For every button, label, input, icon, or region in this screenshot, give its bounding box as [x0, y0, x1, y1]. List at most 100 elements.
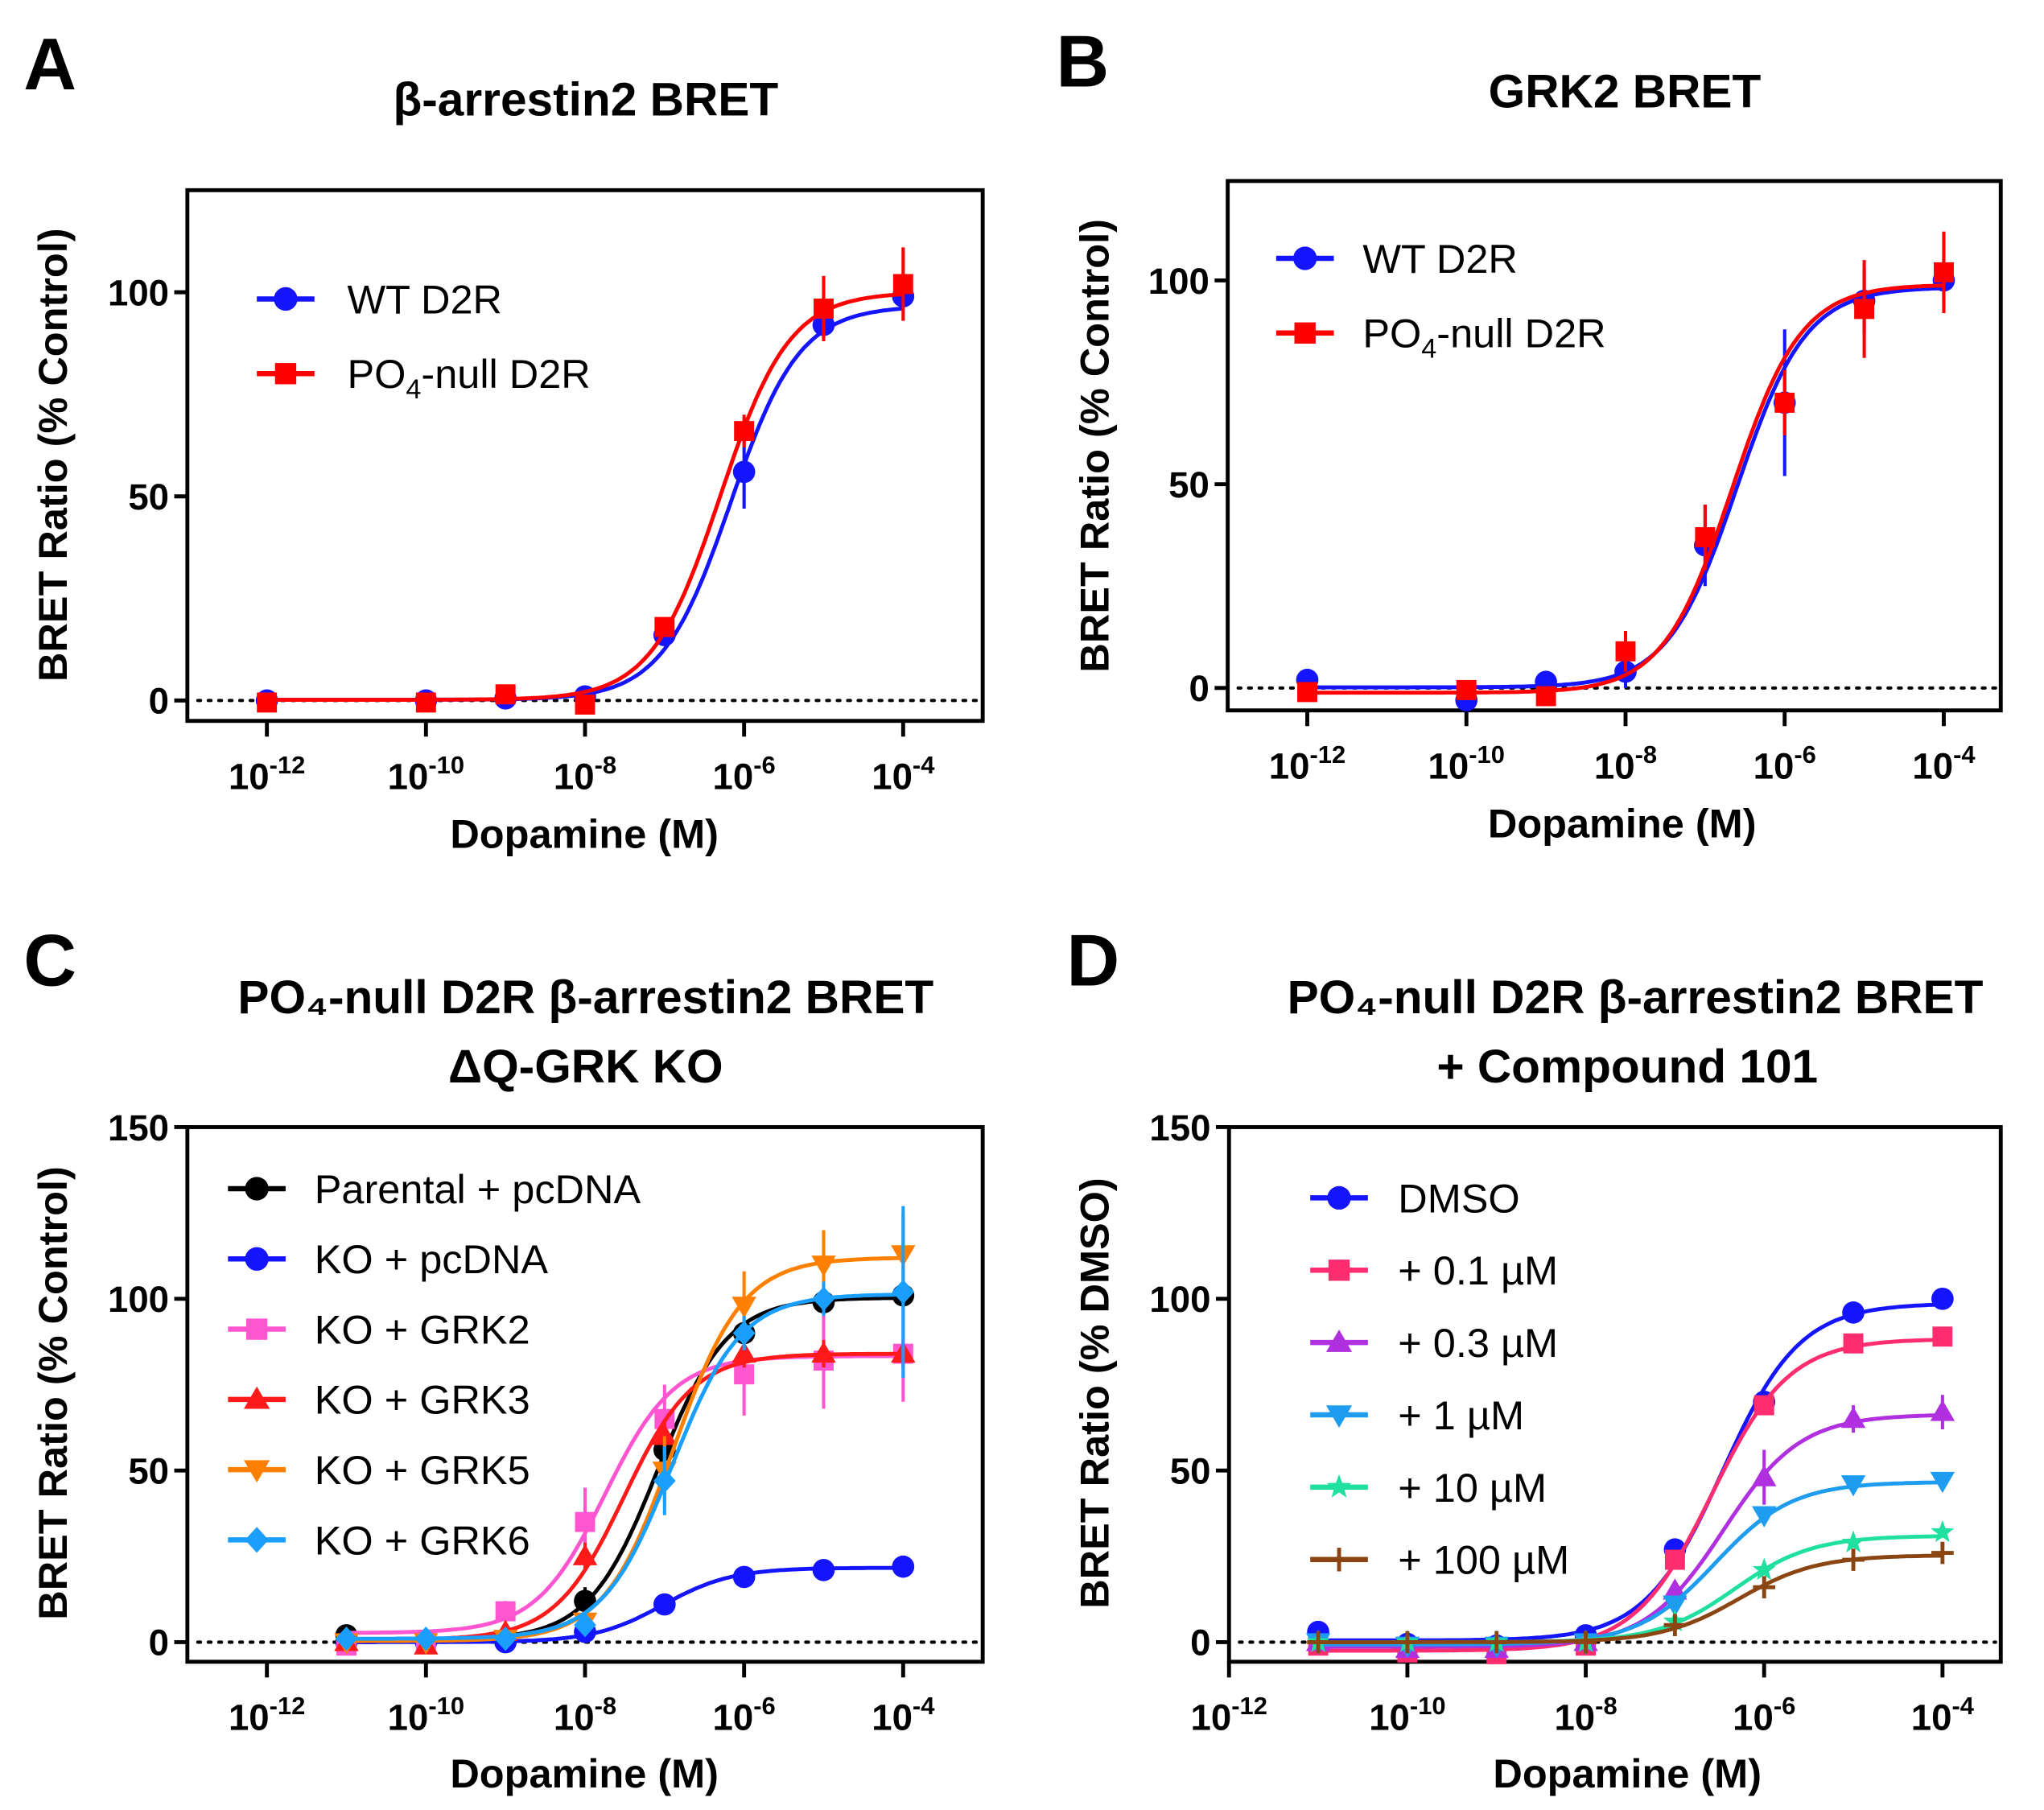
legend-entry: KO + GRK2	[228, 1306, 530, 1352]
data-point	[892, 1555, 915, 1578]
legend-label: KO + GRK2	[315, 1306, 530, 1352]
data-point	[812, 1286, 835, 1312]
legend-label: WT D2R	[1362, 236, 1518, 282]
legend-entry: DMSO	[1310, 1175, 1520, 1221]
panel-c-ylabel: BRET Ratio (% Control)	[30, 1166, 76, 1620]
data-point	[495, 684, 516, 705]
data-point	[652, 1424, 678, 1445]
panel-d-xlabel: Dopamine (M)	[1493, 1750, 1762, 1796]
legend-label: KO + GRK3	[315, 1377, 530, 1423]
data-point	[1842, 1548, 1865, 1571]
data-point	[1931, 1287, 1954, 1310]
data-point	[1456, 679, 1477, 700]
data-point	[653, 1468, 676, 1494]
y-tick-label: 150	[108, 1107, 169, 1148]
legend-marker	[245, 1177, 269, 1201]
legend-marker	[1325, 1405, 1353, 1429]
data-point	[1535, 686, 1556, 707]
data-point	[1934, 262, 1954, 282]
panel-b-xlabel: Dopamine (M)	[1488, 801, 1757, 847]
y-tick-label: 100	[1148, 261, 1210, 302]
legend-marker	[1327, 1548, 1351, 1572]
legend-entry: WT D2R	[1275, 236, 1518, 282]
data-point	[575, 694, 595, 715]
data-point	[1695, 527, 1716, 547]
legend-marker	[1328, 1260, 1350, 1281]
x-tick-label: 10-12	[229, 1692, 305, 1738]
data-point	[734, 421, 755, 442]
panel-c-title: PO₄-null D2R β-arrestin2 BRET	[237, 971, 933, 1024]
data-point	[1615, 641, 1636, 662]
data-point	[1753, 1395, 1774, 1416]
legend-marker	[1326, 1474, 1352, 1498]
data-point	[1664, 1549, 1685, 1570]
legend-label: + 0.1 µM	[1398, 1247, 1558, 1293]
data-point	[1396, 1631, 1419, 1654]
panel-letter-c: C	[23, 920, 76, 1002]
legend-marker	[1325, 1330, 1353, 1352]
legend-marker	[244, 1386, 270, 1409]
data-point	[1663, 1595, 1688, 1617]
x-tick-label: 10-8	[554, 1692, 616, 1738]
fit-curve	[346, 1293, 904, 1641]
data-point	[811, 1255, 836, 1277]
y-tick-label: 100	[108, 272, 169, 313]
series-po-null-d2r	[257, 247, 913, 715]
legend-label: + 100 µM	[1398, 1537, 1569, 1583]
data-point	[732, 460, 756, 484]
legend-entry: + 0.3 µM	[1310, 1320, 1558, 1366]
data-point	[495, 1601, 516, 1622]
fit-curve	[266, 292, 904, 702]
y-tick-label: 50	[1170, 1450, 1211, 1491]
data-point	[1774, 392, 1795, 413]
fit-curve	[1318, 1338, 1943, 1653]
x-tick-label: 10-6	[713, 1692, 776, 1738]
data-point	[1485, 1631, 1508, 1654]
data-point	[732, 1321, 756, 1346]
legend-entry: + 100 µM	[1310, 1537, 1569, 1583]
y-tick-label: 50	[128, 1450, 169, 1491]
data-point	[572, 1544, 598, 1565]
x-tick-label: 10-12	[1269, 740, 1345, 787]
panel-c-xlabel: Dopamine (M)	[450, 1750, 719, 1796]
data-point	[414, 1626, 438, 1651]
data-point	[1932, 1326, 1953, 1347]
data-point	[814, 298, 834, 319]
data-point	[1931, 1541, 1954, 1565]
data-point	[415, 692, 436, 713]
legend-marker	[1293, 246, 1317, 270]
x-tick-label: 10-6	[713, 751, 776, 798]
legend-marker	[245, 1247, 269, 1271]
data-point	[1840, 1475, 1866, 1497]
x-tick-label: 10-8	[1594, 740, 1657, 787]
panel-letter-b: B	[1056, 21, 1109, 103]
legend-label: PO4-null D2R	[1362, 311, 1605, 365]
data-point	[1751, 1465, 1777, 1486]
legend-entry: + 10 µM	[1310, 1465, 1547, 1511]
legend-entry: PO4-null D2R	[1275, 311, 1606, 365]
data-point	[731, 1297, 756, 1318]
legend-label: KO + pcDNA	[315, 1236, 549, 1282]
panel-d-ylabel: BRET Ratio (% DMSO)	[1071, 1177, 1117, 1609]
fit-curve	[1307, 283, 1944, 695]
data-point	[1842, 1301, 1865, 1324]
series-po-null-d2r	[1297, 231, 1954, 707]
data-point	[1752, 1557, 1776, 1581]
legend-label: KO + GRK6	[315, 1517, 530, 1563]
data-point	[1854, 299, 1875, 320]
panel-a-title: β-arrestin2 BRET	[393, 74, 778, 126]
y-tick-label: 0	[1189, 668, 1209, 709]
data-point	[574, 1612, 596, 1638]
data-point	[1574, 1631, 1597, 1654]
x-tick-label: 10-10	[388, 1692, 464, 1738]
legend-marker	[1294, 322, 1316, 344]
panel-a-xlabel: Dopamine (M)	[450, 811, 719, 857]
data-point	[1930, 1400, 1955, 1421]
legend-label: KO + GRK5	[315, 1447, 530, 1493]
x-tick-label: 10-6	[1733, 1692, 1795, 1738]
legend-label: + 0.3 µM	[1398, 1320, 1558, 1366]
plot-frame	[185, 188, 985, 724]
legend-entry: WT D2R	[257, 276, 502, 322]
x-tick-label: 10-12	[1191, 1692, 1267, 1738]
data-point	[335, 1626, 358, 1651]
